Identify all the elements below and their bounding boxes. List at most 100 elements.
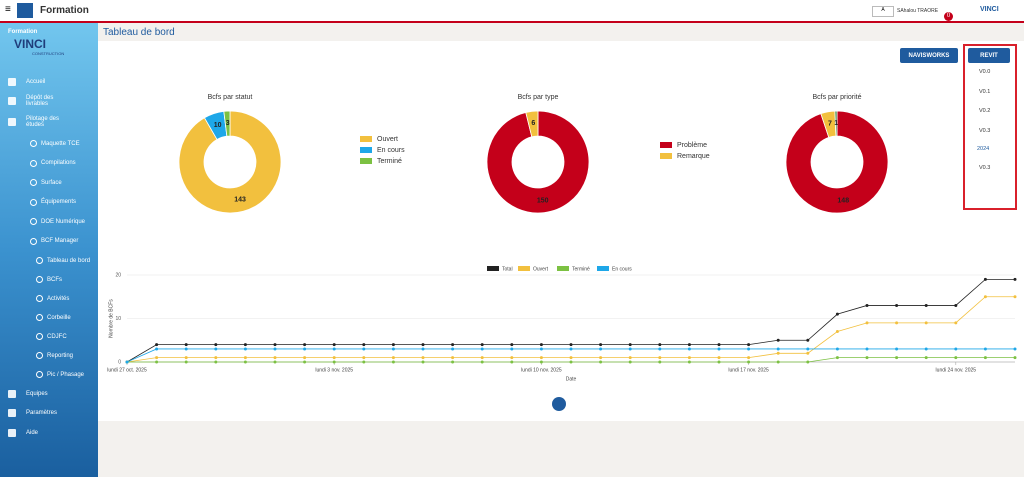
dropdown-item[interactable]: V0.3 xyxy=(979,165,991,171)
menu-item[interactable]: Corbeille xyxy=(0,308,98,327)
menu-item[interactable]: Paramètres xyxy=(0,404,98,424)
menu-item[interactable]: Reporting xyxy=(0,346,98,365)
point xyxy=(569,360,573,364)
legend-label: En cours xyxy=(612,266,632,272)
point xyxy=(628,343,632,347)
point xyxy=(747,347,751,351)
menu-label: BCF Manager xyxy=(41,238,79,245)
point xyxy=(391,347,395,351)
menu-item[interactable]: Aide xyxy=(0,423,98,443)
point xyxy=(510,347,514,351)
legend-swatch xyxy=(660,142,672,148)
menu-icon xyxy=(8,77,16,86)
menu-label: Maquette TCE xyxy=(41,140,80,147)
menu-item[interactable]: Pilotage des études xyxy=(0,110,98,134)
menu-item[interactable]: Surface xyxy=(0,173,98,193)
point xyxy=(391,343,395,347)
menu-item[interactable]: Équipements xyxy=(0,193,98,213)
point xyxy=(362,347,366,351)
y-tick-label: 0 xyxy=(118,359,121,365)
menu-icon xyxy=(8,118,16,126)
legend-swatch xyxy=(597,266,609,271)
menu-item[interactable]: Maquette TCE xyxy=(0,134,98,154)
x-tick-label: lundi 24 nov. 2025 xyxy=(936,367,977,373)
point xyxy=(747,343,751,347)
point xyxy=(539,347,543,351)
dropdown-item[interactable]: V0.3 xyxy=(979,128,991,134)
pie-slice xyxy=(486,110,590,214)
menu-label: Surface xyxy=(41,179,62,186)
point xyxy=(806,351,810,355)
data-label: 3 xyxy=(226,120,230,127)
point xyxy=(717,360,721,364)
point xyxy=(184,343,188,347)
legend-label: Ouvert xyxy=(377,136,398,143)
menu-icon xyxy=(8,96,16,105)
menu-icon xyxy=(30,179,37,187)
point xyxy=(155,347,159,351)
point xyxy=(125,360,129,364)
button[interactable]: NAVISWORKS xyxy=(900,48,958,63)
pie-slice xyxy=(178,110,282,214)
menu-item[interactable]: Accueil xyxy=(0,72,98,91)
point xyxy=(421,347,425,351)
point xyxy=(717,343,721,347)
point xyxy=(865,347,869,351)
point xyxy=(954,321,958,325)
point xyxy=(155,343,159,347)
dropdown-item[interactable]: V0.1 xyxy=(979,89,991,95)
menu-item[interactable]: Pic / Phasage xyxy=(0,365,98,384)
point xyxy=(451,343,455,347)
menu-icon xyxy=(30,237,37,245)
point xyxy=(895,321,899,325)
point xyxy=(628,356,632,360)
select[interactable]: A xyxy=(872,6,894,17)
y-tick-label: 20 xyxy=(115,272,121,278)
point xyxy=(480,360,484,364)
series-line xyxy=(126,296,1015,363)
export-button[interactable] xyxy=(552,397,566,411)
point xyxy=(806,347,810,351)
dropdown-item[interactable]: V0.0 xyxy=(979,69,991,75)
point xyxy=(983,356,987,360)
point xyxy=(243,347,247,351)
point xyxy=(569,347,573,351)
data-label: 6 xyxy=(531,120,535,127)
dropdown-item[interactable]: V0.2 xyxy=(979,108,991,114)
point xyxy=(451,347,455,351)
menu-icon xyxy=(8,409,16,418)
menu-item[interactable]: BCF Manager xyxy=(0,232,98,252)
menu-item[interactable]: CDJFC xyxy=(0,327,98,346)
point xyxy=(983,295,987,299)
menu-item[interactable]: Tableau de bord xyxy=(0,251,98,270)
point xyxy=(214,347,218,351)
header: ≡ Formation A SAhalou TRAORE 0 VINCI xyxy=(0,0,1024,23)
x-tick-label: lundi 27 oct. 2025 xyxy=(107,367,147,373)
menu-item[interactable]: DOE Numérique xyxy=(0,212,98,232)
legend-label: Ouvert xyxy=(533,266,549,272)
menu-item[interactable]: BCFs xyxy=(0,270,98,289)
point xyxy=(835,347,839,351)
point xyxy=(954,347,958,351)
point xyxy=(865,356,869,360)
point xyxy=(717,356,721,360)
point xyxy=(569,343,573,347)
point xyxy=(214,343,218,347)
menu-item[interactable]: Activités xyxy=(0,289,98,308)
menu-label: Aide xyxy=(26,429,39,436)
point xyxy=(924,303,928,307)
sidebar-title: Formation xyxy=(8,29,38,35)
menu-item[interactable]: Equipes xyxy=(0,384,98,404)
menu-item[interactable]: Compilations xyxy=(0,154,98,174)
data-label: 148 xyxy=(837,197,849,204)
legend-swatch xyxy=(360,136,372,142)
main: Tableau de bord Bcfs par statut 143 10 3 Ouv… xyxy=(98,23,1024,477)
button[interactable]: REVIT xyxy=(968,48,1010,63)
point xyxy=(599,360,603,364)
menu-label: Pilotage des études xyxy=(26,116,60,128)
menu-item[interactable]: Dépôt des livrables xyxy=(0,91,98,110)
y-axis-label: Nombre de BCFs xyxy=(108,299,114,338)
menu-icon[interactable]: ≡ xyxy=(5,4,11,15)
point xyxy=(806,360,810,364)
